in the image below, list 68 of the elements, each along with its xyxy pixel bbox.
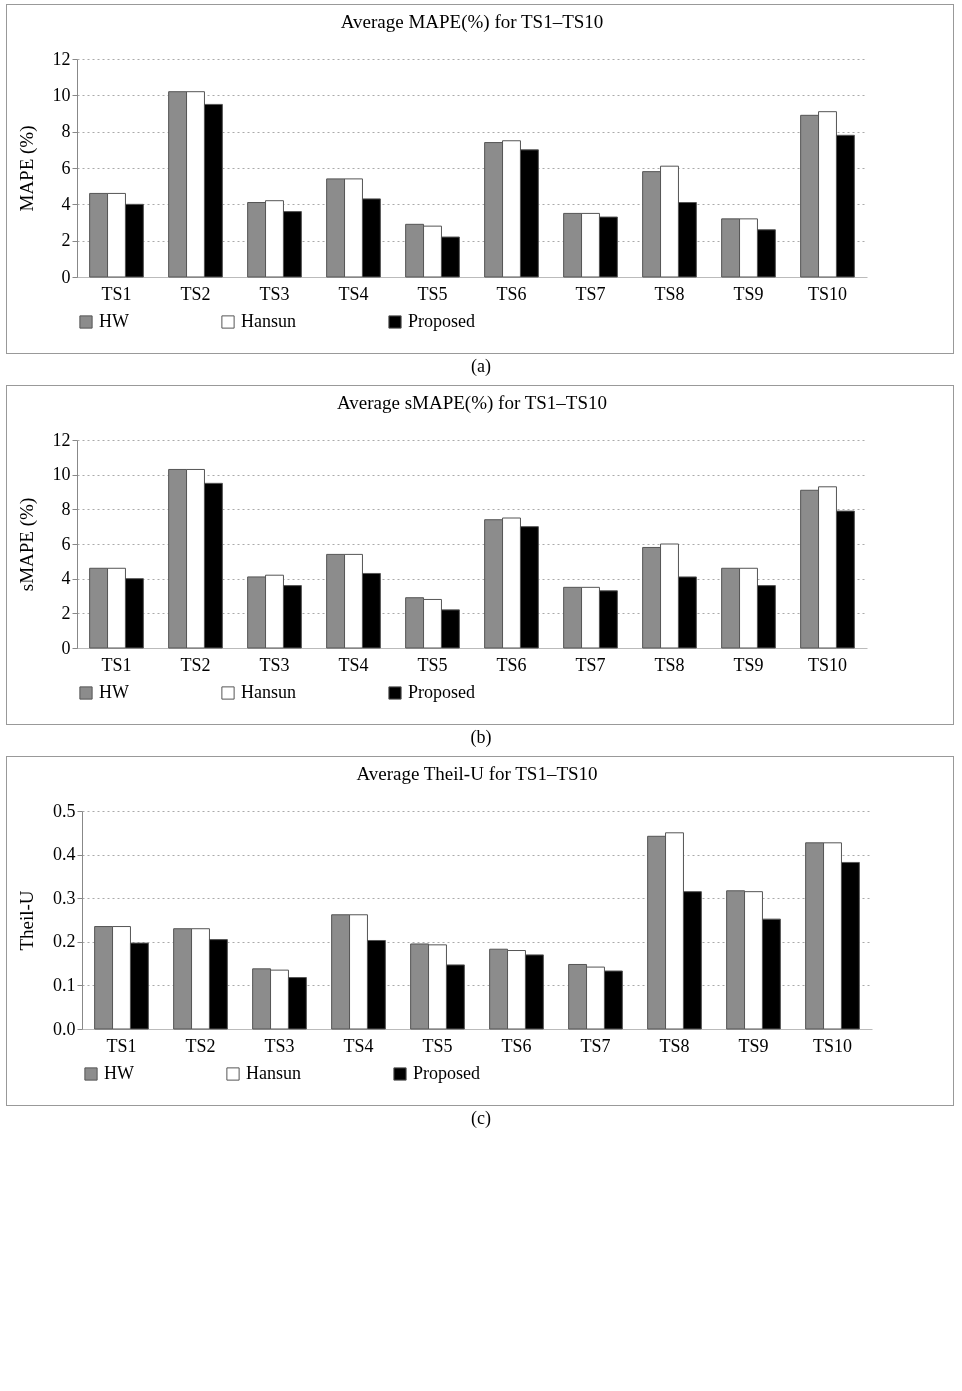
y-tick-label: 0 <box>61 266 71 287</box>
y-tick-label: 0.3 <box>53 887 76 908</box>
text: (c) <box>470 1108 492 1129</box>
x-tick-label: TS6 <box>501 1035 532 1056</box>
x-tick-label: TS10 <box>807 654 848 675</box>
y-tick-label: 10 <box>52 464 71 485</box>
x-tick-label: TS9 <box>733 283 764 304</box>
y-tick-label: 10 <box>52 84 71 105</box>
x-tick-label: TS1 <box>106 1035 137 1056</box>
x-tick-label: TS7 <box>580 1035 611 1056</box>
x-tick-label: TS9 <box>733 654 764 675</box>
x-tick-label: TS7 <box>575 654 606 675</box>
y-tick-label: 6 <box>61 157 71 178</box>
x-tick-label: TS9 <box>738 1035 769 1056</box>
y-axis-title: MAPE (%) <box>15 125 38 212</box>
y-tick-label: 4 <box>61 568 71 589</box>
text: (a) <box>470 356 492 377</box>
legend-label: HW <box>99 682 129 702</box>
x-tick-label: TS8 <box>654 654 685 675</box>
y-axis-title: Theil-U <box>16 890 37 951</box>
x-tick-label: TS2 <box>180 283 211 304</box>
x-tick-label: TS8 <box>654 283 685 304</box>
y-axis-title: sMAPE (%) <box>15 497 38 592</box>
text: (b) <box>469 727 493 748</box>
legend-label: Hansun <box>241 311 296 331</box>
y-tick-label: 0.5 <box>53 800 76 821</box>
x-tick-label: TS4 <box>338 654 369 675</box>
x-tick-label: TS10 <box>812 1035 853 1056</box>
x-tick-label: TS3 <box>264 1035 295 1056</box>
y-tick-label: 0.2 <box>53 931 76 952</box>
x-tick-label: TS4 <box>338 283 369 304</box>
x-tick-label: TS6 <box>496 654 527 675</box>
legend-label: Proposed <box>408 682 475 702</box>
y-tick-label: 0 <box>61 637 71 658</box>
y-tick-label: 4 <box>61 193 71 214</box>
x-tick-label: TS5 <box>417 283 448 304</box>
y-tick-label: 8 <box>61 121 71 142</box>
y-tick-label: 0.1 <box>53 974 76 995</box>
legend-label: Proposed <box>413 1063 480 1083</box>
x-tick-label: TS4 <box>343 1035 374 1056</box>
legend-label: HW <box>99 311 129 331</box>
x-tick-label: TS3 <box>259 654 290 675</box>
x-tick-label: TS1 <box>101 654 132 675</box>
y-tick-label: 0.4 <box>53 844 76 865</box>
x-tick-label: TS5 <box>422 1035 453 1056</box>
y-tick-label: 12 <box>52 48 71 69</box>
y-tick-label: 0.0 <box>53 1018 76 1039</box>
chart-title: Average MAPE(%) for TS1–TS10 <box>340 11 604 33</box>
chart-title: Average Theil-U for TS1–TS10 <box>356 763 598 784</box>
x-tick-label: TS5 <box>417 654 448 675</box>
x-tick-label: TS3 <box>259 283 290 304</box>
y-tick-label: 8 <box>61 498 71 519</box>
x-tick-label: TS2 <box>180 654 211 675</box>
x-tick-label: TS6 <box>496 283 527 304</box>
legend-label: HW <box>104 1063 134 1083</box>
legend-label: Proposed <box>408 311 475 331</box>
x-tick-label: TS10 <box>807 283 848 304</box>
x-tick-label: TS2 <box>185 1035 216 1056</box>
y-tick-label: 6 <box>61 533 71 554</box>
chart-title: Average sMAPE(%) for TS1–TS10 <box>336 392 608 414</box>
x-tick-label: TS7 <box>575 283 606 304</box>
x-tick-label: TS1 <box>101 283 132 304</box>
legend-label: Hansun <box>246 1063 301 1083</box>
y-tick-label: 12 <box>52 429 71 450</box>
x-tick-label: TS8 <box>659 1035 690 1056</box>
legend-label: Hansun <box>241 682 296 702</box>
y-tick-label: 2 <box>61 230 71 251</box>
y-tick-label: 2 <box>61 602 71 623</box>
